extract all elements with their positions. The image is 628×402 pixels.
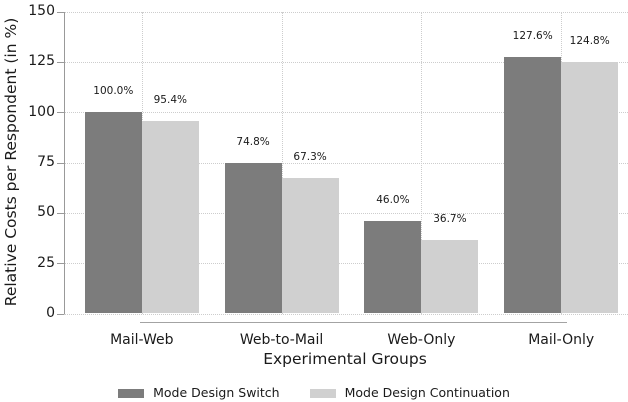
x-category-label: Mail-Only bbox=[528, 332, 595, 348]
y-gridline bbox=[64, 263, 628, 265]
y-gridline bbox=[64, 162, 628, 164]
bar-value-label: 74.8% bbox=[236, 135, 270, 148]
y-tick-label: 75 bbox=[37, 154, 55, 170]
y-tick-mark bbox=[57, 162, 64, 164]
x-category-label: Web-Only bbox=[387, 332, 456, 348]
y-tick-label: 150 bbox=[28, 3, 55, 19]
y-tick-mark bbox=[57, 11, 64, 13]
y-gridline bbox=[64, 313, 628, 315]
y-gridline bbox=[64, 212, 628, 214]
bar-switch bbox=[224, 162, 282, 314]
bar-value-label: 95.4% bbox=[153, 94, 187, 107]
y-tick-mark bbox=[57, 61, 64, 63]
bar-switch bbox=[504, 56, 562, 314]
x-category-label: Mail-Web bbox=[110, 332, 174, 348]
x-category-label: Web-to-Mail bbox=[239, 332, 324, 348]
y-tick-label: 25 bbox=[37, 254, 55, 271]
legend-swatch bbox=[309, 388, 336, 398]
bar-switch bbox=[84, 112, 142, 314]
y-tick-mark bbox=[57, 112, 64, 114]
bar-value-label: 67.3% bbox=[293, 151, 327, 163]
bar-continuation bbox=[281, 178, 339, 314]
category-gridline bbox=[421, 11, 423, 314]
bar-continuation bbox=[141, 121, 199, 314]
category-gridline bbox=[281, 11, 283, 314]
legend-swatch bbox=[118, 388, 145, 398]
y-tick-label: 50 bbox=[37, 204, 55, 221]
y-tick-mark bbox=[57, 313, 64, 315]
bar-continuation bbox=[561, 62, 619, 314]
bar-value-label: 46.0% bbox=[376, 193, 410, 206]
y-axis-line bbox=[63, 11, 65, 314]
bar-value-label: 124.8% bbox=[569, 35, 610, 48]
y-gridline bbox=[64, 11, 628, 13]
x-axis-line bbox=[140, 322, 568, 323]
y-gridline bbox=[64, 61, 628, 63]
legend-item: Mode Design Continuation bbox=[309, 385, 510, 401]
legend: Mode Design Switch Mode Design Continuati… bbox=[0, 384, 628, 402]
legend-label: Mode Design Continuation bbox=[344, 385, 510, 400]
y-tick-mark bbox=[57, 212, 64, 214]
y-tick-label: 0 bbox=[46, 305, 55, 321]
bar-value-label: 100.0% bbox=[93, 85, 134, 98]
y-tick-mark bbox=[57, 263, 64, 265]
legend-label: Mode Design Switch bbox=[153, 385, 280, 400]
bar-value-label: 127.6% bbox=[512, 29, 553, 42]
bar-continuation bbox=[421, 239, 479, 314]
bar-value-label: 36.7% bbox=[433, 212, 467, 225]
y-tick-label: 125 bbox=[28, 53, 55, 70]
bar-switch bbox=[364, 220, 422, 314]
y-gridline bbox=[64, 112, 628, 114]
y-tick-label: 100 bbox=[28, 103, 55, 120]
x-axis-title: Experimental Groups bbox=[263, 350, 427, 368]
legend-item: Mode Design Switch bbox=[118, 385, 280, 401]
